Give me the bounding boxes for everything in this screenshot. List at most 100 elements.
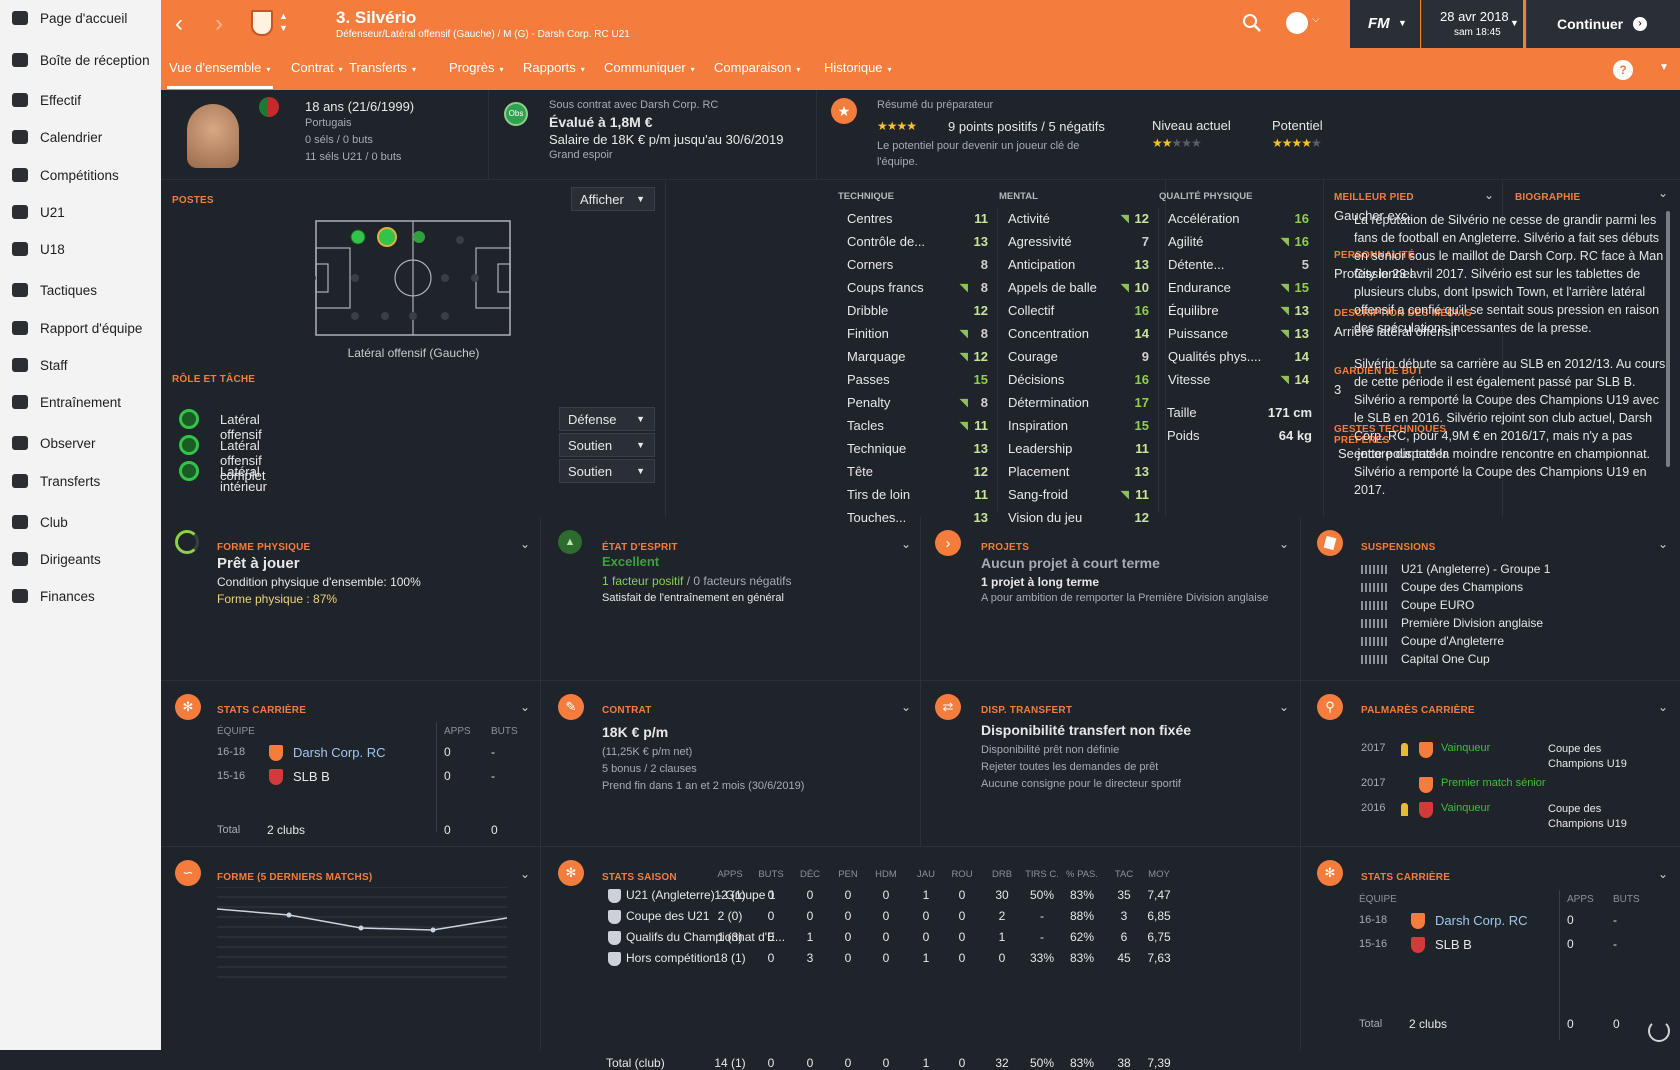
career-title-2[interactable]: STATS CARRIÈRE [1361,872,1451,883]
search-icon[interactable] [1241,12,1263,34]
refresh-icon[interactable] [1648,1020,1670,1042]
duty-dropdown[interactable]: Soutien ▼ [559,433,655,457]
chevron-down-icon[interactable]: ⌄ [901,537,912,551]
attribute-row[interactable]: Activité ◥ 12 [999,207,1159,230]
season-header[interactable]: PEN [838,869,858,880]
honours-title[interactable]: PALMARÈS CARRIÈRE [1361,705,1475,716]
attribute-row[interactable]: Accélération 16 [1159,207,1319,230]
attribute-row[interactable]: Technique 13 [838,437,998,460]
transfer-title[interactable]: DISP. TRANSFERT [981,705,1073,716]
sidebar-item-14[interactable]: Dirigeants [10,549,101,569]
sidebar-item-0[interactable]: Page d'accueil [10,8,127,28]
duty-dropdown[interactable]: Soutien ▼ [559,459,655,483]
chevron-down-icon[interactable]: ⌄ [520,700,531,714]
chevron-down-icon[interactable]: ⌄ [1658,867,1669,881]
attribute-row[interactable]: Leadership 11 [999,437,1159,460]
season-header[interactable]: % PAS. [1065,869,1099,880]
attribute-row[interactable]: Penalty ◥ 8 [838,391,998,414]
sidebar-item-2[interactable]: Effectif [10,90,81,110]
attribute-row[interactable]: Endurance ◥ 15 [1159,276,1319,299]
sidebar-item-1[interactable]: Boîte de réception [10,50,150,70]
attribute-row[interactable]: Sang-froid ◥ 11 [999,483,1159,506]
season-competition[interactable]: Qualifs du Championnat d'E... [626,930,786,944]
chevron-down-icon[interactable]: ⌄ [1279,700,1290,714]
attribute-row[interactable]: Anticipation 13 [999,253,1159,276]
attribute-row[interactable]: Tête 12 [838,460,998,483]
attribute-row[interactable]: Décisions 16 [999,368,1159,391]
tab-6[interactable]: Comparaison ▾ [714,60,800,75]
season-header[interactable]: DÉC [799,869,821,880]
sidebar-item-9[interactable]: Staff [10,355,68,375]
contract-title[interactable]: CONTRAT [602,705,652,716]
chevron-down-icon[interactable]: ⌄ [1279,537,1290,551]
attribute-row[interactable]: Contrôle de... 13 [838,230,998,253]
career-title[interactable]: STATS CARRIÈRE [217,705,307,716]
season-header[interactable]: HDM [875,869,897,880]
sidebar-item-10[interactable]: Entraînement [10,392,121,412]
attribute-row[interactable]: Tacles ◥ 11 [838,414,998,437]
biography-scrollbar[interactable] [1666,211,1670,467]
fm-menu[interactable]: FM ▼ [1350,0,1420,48]
tab-3[interactable]: Progrès ▾ [449,60,504,75]
attribute-row[interactable]: Tirs de loin 11 [838,483,998,506]
attribute-row[interactable]: Collectif 16 [999,299,1159,322]
player-switch-arrows[interactable]: ▲ ▼ [279,11,288,33]
help-icon[interactable]: ? [1613,60,1633,80]
tab-4[interactable]: Rapports ▾ [523,60,585,75]
attribute-row[interactable]: Touches... 13 [838,506,998,529]
tab-1[interactable]: Contrat ▾ [291,60,343,75]
sidebar-item-13[interactable]: Club [10,512,68,532]
attribute-row[interactable]: Passes 15 [838,368,998,391]
attribute-row[interactable]: Qualités phys.... 14 [1159,345,1319,368]
attribute-row[interactable]: Placement 13 [999,460,1159,483]
projects-title[interactable]: PROJETS [981,542,1030,553]
season-competition[interactable]: U21 (Angleterre) - Groupe 1 [626,888,776,902]
attribute-row[interactable]: Dribble 12 [838,299,998,322]
attribute-row[interactable]: Détermination 17 [999,391,1159,414]
biography-title[interactable]: BIOGRAPHIE [1515,192,1581,203]
suspensions-title[interactable]: SUSPENSIONS [1361,542,1436,553]
fitness-title[interactable]: FORME PHYSIQUE [217,542,311,553]
sidebar-item-8[interactable]: Rapport d'équipe [10,318,142,338]
tab-0[interactable]: Vue d'ensemble ▾ [169,60,270,75]
sidebar-item-12[interactable]: Transferts [10,471,100,491]
morale-title[interactable]: ÉTAT D'ESPRIT [602,542,678,553]
positions-title[interactable]: POSTES [172,195,214,206]
sidebar-item-3[interactable]: Calendrier [10,127,102,147]
season-header[interactable]: BUTS [758,869,784,880]
career-team[interactable]: Darsh Corp. RC [293,745,386,760]
career-team[interactable]: SLB B [1435,937,1472,952]
attribute-row[interactable]: Finition ◥ 8 [838,322,998,345]
tab-5[interactable]: Communiquer ▾ [604,60,695,75]
season-header[interactable]: ROU [951,869,973,880]
attribute-row[interactable]: Coups francs ◥ 8 [838,276,998,299]
date-display[interactable]: 28 avr 2018 sam 18:45 ▼ [1421,0,1523,48]
career-team[interactable]: Darsh Corp. RC [1435,913,1528,928]
chevron-down-icon[interactable]: ⌄ [1484,188,1495,202]
forward-button[interactable]: › [215,10,223,37]
attribute-row[interactable]: Puissance ◥ 13 [1159,322,1319,345]
attribute-row[interactable]: Agilité ◥ 16 [1159,230,1319,253]
duty-dropdown[interactable]: Défense ▼ [559,407,655,431]
season-competition[interactable]: Total (club) [606,1056,665,1070]
attribute-row[interactable]: Équilibre ◥ 13 [1159,299,1319,322]
globe-icon[interactable] [1286,12,1308,34]
attribute-row[interactable]: Corners 8 [838,253,998,276]
continue-button[interactable]: Continuer › [1526,0,1680,48]
season-header[interactable]: TIRS C. [1025,869,1059,880]
season-header[interactable]: DRB [991,869,1013,880]
sidebar-item-7[interactable]: Tactiques [10,280,97,300]
season-header[interactable]: APPS [717,869,743,880]
tab-2[interactable]: Transferts ▾ [349,60,416,75]
season-header[interactable]: MOY [1148,869,1170,880]
season-header[interactable]: JAU [917,869,935,880]
sidebar-item-11[interactable]: Observer [10,433,96,453]
chevron-down-icon[interactable]: ⌄ [520,867,531,881]
attribute-row[interactable]: Agressivité 7 [999,230,1159,253]
form-title[interactable]: FORME (5 DERNIERS MATCHS) [217,872,373,883]
sidebar-item-5[interactable]: U21 [10,202,65,222]
back-button[interactable]: ‹ [175,10,183,37]
chevron-down-icon[interactable]: ⌄ [1658,186,1669,200]
season-title[interactable]: STATS SAISON [602,872,677,883]
attribute-row[interactable]: Appels de balle ◥ 10 [999,276,1159,299]
